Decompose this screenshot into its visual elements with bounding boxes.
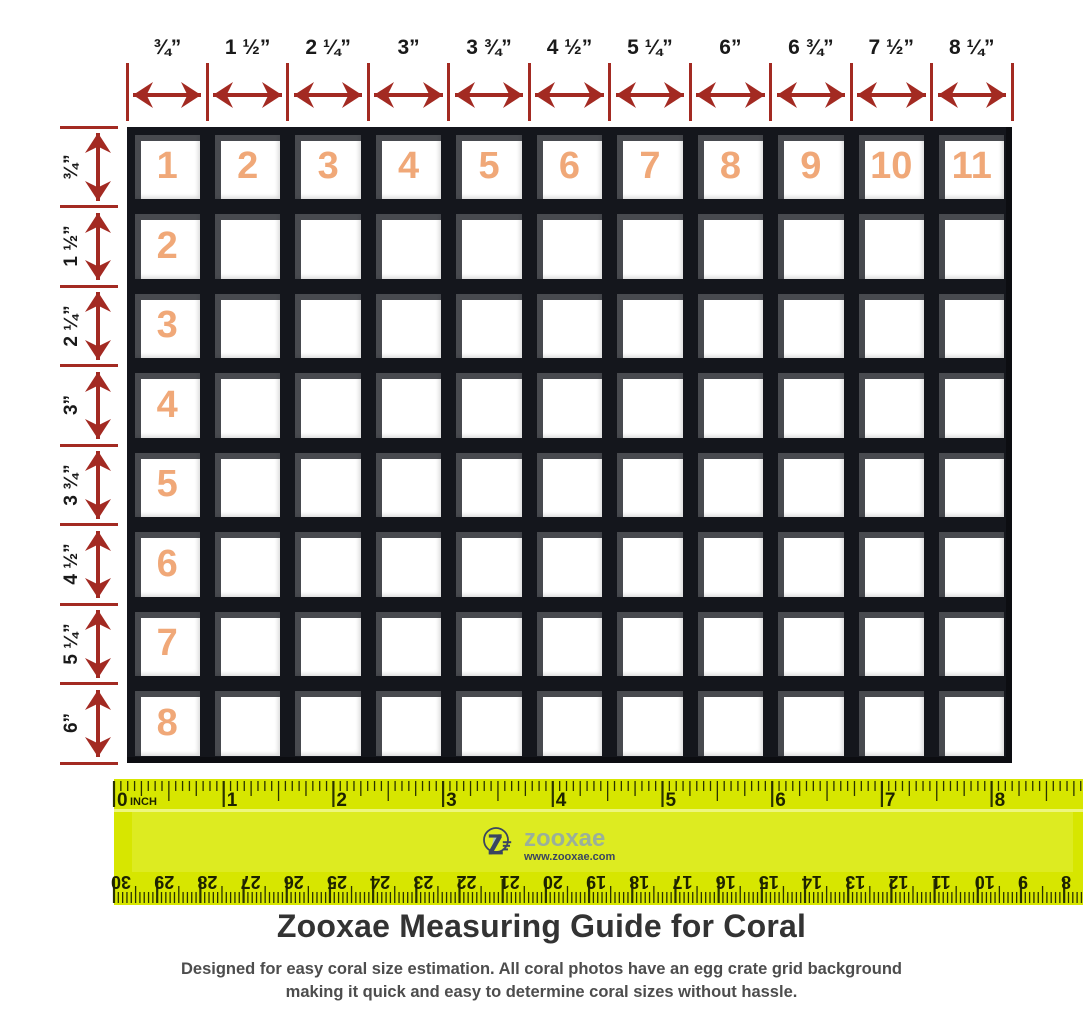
- svg-text:9: 9: [1018, 872, 1028, 892]
- svg-text:22: 22: [457, 872, 477, 892]
- svg-text:1: 1: [227, 790, 238, 811]
- svg-text:15: 15: [759, 872, 779, 892]
- svg-text:16: 16: [716, 872, 736, 892]
- svg-text:5: 5: [666, 790, 677, 811]
- svg-text:26: 26: [284, 872, 304, 892]
- svg-text:12: 12: [888, 872, 908, 892]
- svg-text:28: 28: [197, 872, 217, 892]
- svg-text:3: 3: [446, 790, 457, 811]
- svg-text:13: 13: [845, 872, 865, 892]
- svg-text:18: 18: [629, 872, 649, 892]
- svg-text:0: 0: [117, 790, 128, 811]
- svg-text:2: 2: [336, 790, 347, 811]
- svg-text:23: 23: [413, 872, 433, 892]
- svg-text:25: 25: [327, 872, 347, 892]
- svg-text:INCH: INCH: [130, 796, 157, 808]
- svg-text:7: 7: [885, 790, 896, 811]
- svg-text:10: 10: [975, 872, 995, 892]
- svg-text:14: 14: [802, 872, 822, 892]
- svg-text:30: 30: [111, 872, 131, 892]
- svg-text:6: 6: [775, 790, 786, 811]
- svg-text:4: 4: [556, 790, 567, 811]
- svg-text:11: 11: [932, 872, 951, 892]
- svg-text:www.zooxae.com: www.zooxae.com: [523, 851, 616, 863]
- svg-text:24: 24: [370, 872, 390, 892]
- svg-text:20: 20: [543, 872, 563, 892]
- svg-text:17: 17: [672, 872, 692, 892]
- svg-text:27: 27: [241, 872, 261, 892]
- svg-text:19: 19: [586, 872, 606, 892]
- svg-text:8: 8: [1061, 872, 1071, 892]
- svg-text:8: 8: [995, 790, 1006, 811]
- svg-text:zooxae: zooxae: [524, 825, 605, 852]
- svg-text:29: 29: [154, 872, 174, 892]
- svg-text:21: 21: [500, 872, 520, 892]
